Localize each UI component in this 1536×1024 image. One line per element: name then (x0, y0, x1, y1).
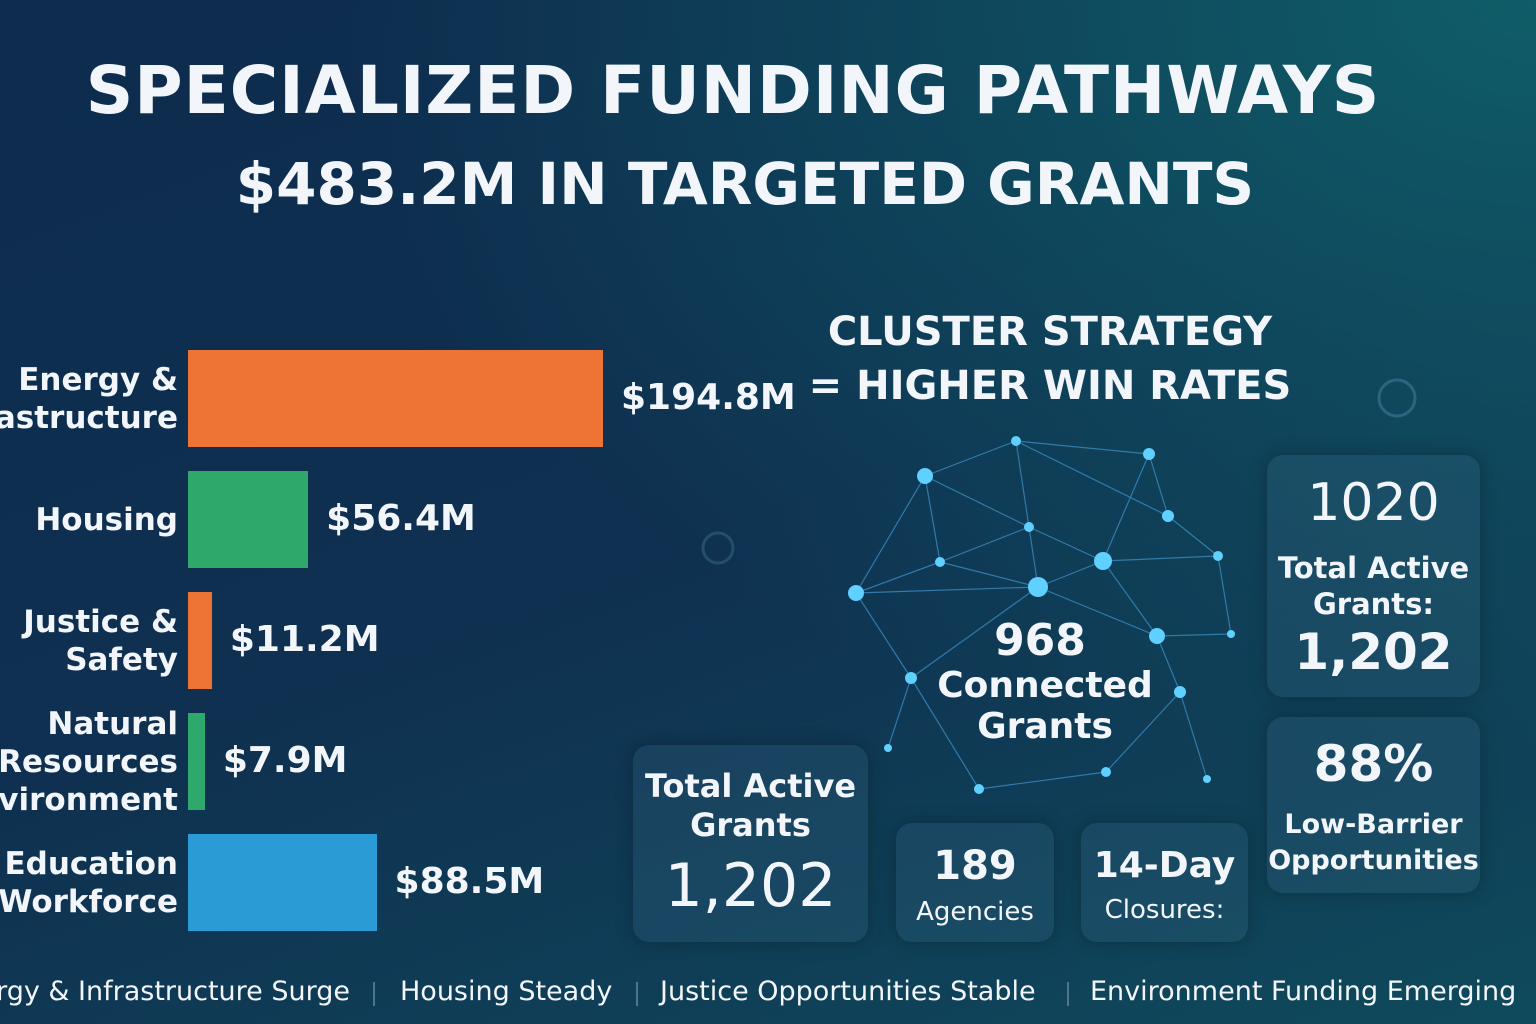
value-label: $88.5M (394, 860, 545, 902)
stat-card: Total Active Grants 1,202 (633, 745, 868, 942)
category-label: Education Workforce (0, 845, 178, 920)
stat-card: 1020 Total Active Grants: 1,202 (1267, 455, 1480, 697)
category-label: Justice & Safety (23, 603, 178, 678)
cluster-label: Connected Grants (937, 665, 1153, 747)
card-label: Low-Barrier Opportunities (1268, 809, 1479, 876)
ticker-item: Environment Funding Emerging (1090, 976, 1517, 1007)
card-label: Agencies (916, 897, 1034, 927)
value-label: $7.9M (222, 739, 348, 781)
card-label: Total Active Grants: (1277, 551, 1470, 621)
cluster-title: CLUSTER STRATEGY = HIGHER WIN RATES (808, 309, 1292, 409)
bar (188, 471, 309, 568)
ticker-separator (1067, 982, 1069, 1006)
bar (188, 713, 205, 810)
card-label: Closures: (1104, 895, 1225, 925)
category-label: Energy & Infrastructure (0, 361, 178, 436)
subtitle: $483.2M IN TARGETED GRANTS (235, 150, 1255, 218)
bar (188, 592, 212, 689)
globe-icon (1377, 378, 1417, 418)
card-value: 1020 (1307, 473, 1440, 533)
bar (188, 350, 603, 447)
stat-card: 14-Day Closures: (1081, 823, 1248, 942)
card-value: 189 (933, 843, 1017, 889)
network-nodes (848, 436, 1235, 794)
value-label: $194.8M (621, 376, 796, 418)
title: SPECIALIZED FUNDING PATHWAYS (85, 52, 1381, 129)
stat-card: 189 Agencies (896, 823, 1054, 942)
stat-card: 88% Low-Barrier Opportunities (1267, 717, 1480, 893)
card-label: Total Active Grants (644, 767, 857, 844)
value-label: $56.4M (326, 497, 476, 539)
card-extra: 1,202 (1294, 623, 1453, 681)
bar (188, 834, 377, 931)
ticker-item: Energy & Infrastructure Surge (0, 976, 350, 1007)
card-value: 14-Day (1093, 845, 1236, 886)
cluster-count: 968 (994, 615, 1086, 666)
ticker-separator (373, 982, 375, 1006)
ticker-item: Housing Steady (400, 976, 613, 1007)
category-label: Natural Resources Environment (0, 705, 178, 818)
category-label: Housing (35, 501, 178, 538)
network-links (855, 440, 1232, 790)
ticker-separator (636, 982, 638, 1006)
value-label: $11.2M (229, 618, 380, 660)
card-value: 88% (1313, 735, 1434, 793)
ticker-item: Justice Opportunities Stable (660, 976, 1036, 1007)
card-value: 1,202 (664, 851, 837, 921)
globe-icon (701, 531, 735, 565)
